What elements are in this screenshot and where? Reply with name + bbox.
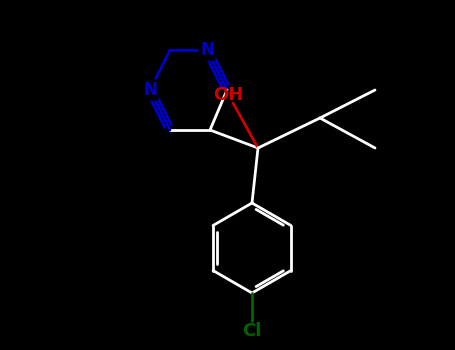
Text: OH: OH xyxy=(213,86,243,104)
Text: N: N xyxy=(200,41,214,59)
Text: Cl: Cl xyxy=(243,322,262,340)
Text: N: N xyxy=(143,81,157,99)
